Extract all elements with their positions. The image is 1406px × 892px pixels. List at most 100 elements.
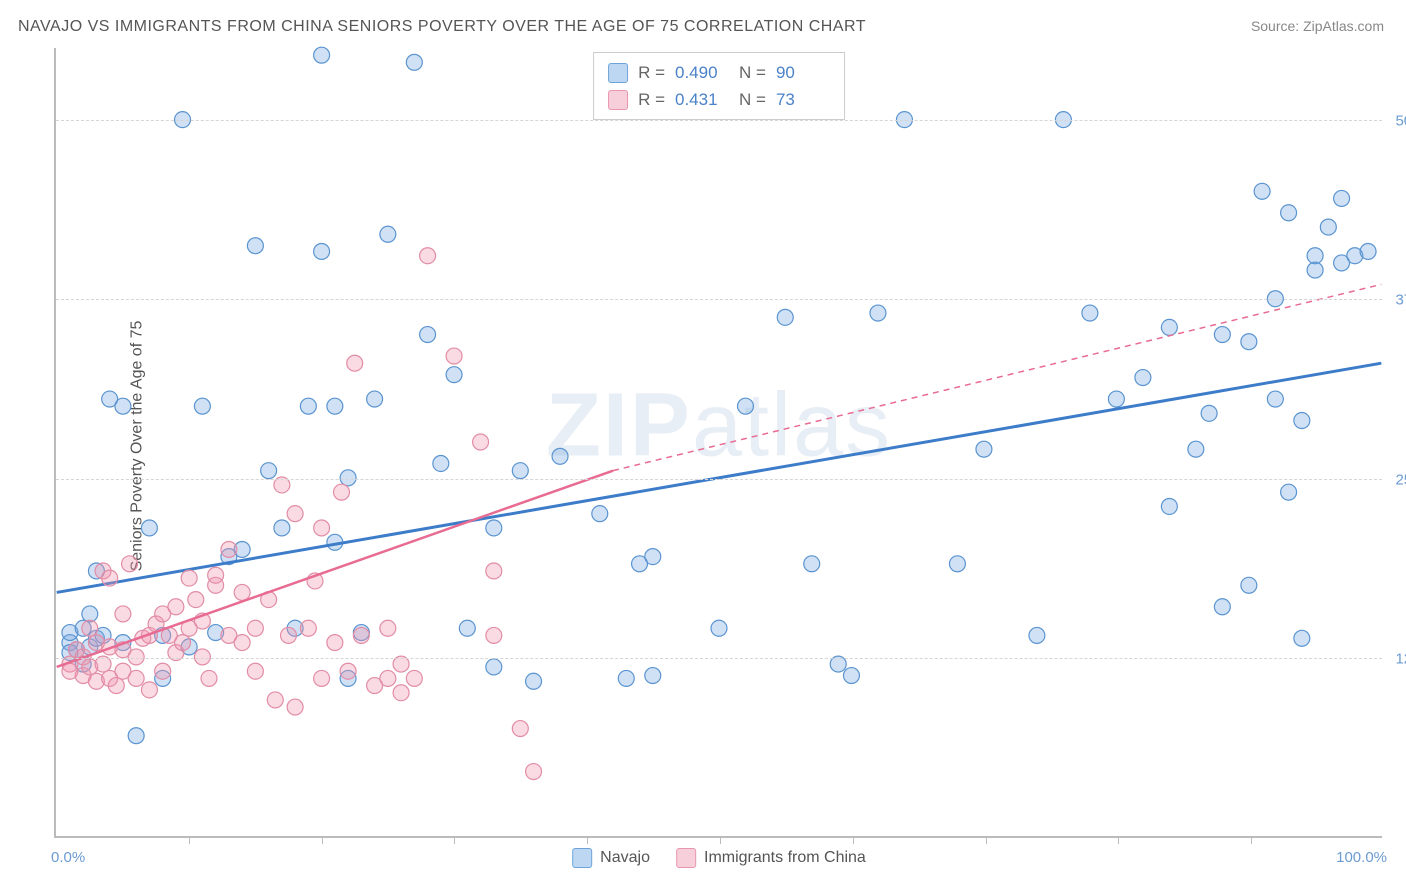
data-point bbox=[433, 456, 449, 472]
data-point bbox=[108, 678, 124, 694]
data-point bbox=[1201, 405, 1217, 421]
data-point bbox=[188, 592, 204, 608]
legend-swatch bbox=[676, 848, 696, 868]
data-point bbox=[804, 556, 820, 572]
gridline-horizontal: 12.5% bbox=[56, 658, 1382, 659]
data-point bbox=[234, 635, 250, 651]
data-point bbox=[247, 238, 263, 254]
trend-line bbox=[613, 284, 1381, 470]
x-axis-max-label: 100.0% bbox=[1336, 849, 1387, 866]
data-point bbox=[843, 668, 859, 684]
gridline-horizontal: 25.0% bbox=[56, 479, 1382, 480]
bottom-legend: Navajo Immigrants from China bbox=[572, 848, 866, 868]
data-point bbox=[446, 367, 462, 383]
data-point bbox=[281, 627, 297, 643]
legend-item: Immigrants from China bbox=[676, 848, 866, 868]
data-point bbox=[380, 620, 396, 636]
legend-swatch bbox=[572, 848, 592, 868]
data-point bbox=[949, 556, 965, 572]
data-point bbox=[353, 627, 369, 643]
data-point bbox=[592, 506, 608, 522]
data-point bbox=[128, 670, 144, 686]
data-point bbox=[128, 728, 144, 744]
data-point bbox=[420, 248, 436, 264]
data-point bbox=[380, 670, 396, 686]
data-point bbox=[1360, 243, 1376, 259]
data-point bbox=[420, 327, 436, 343]
data-point bbox=[287, 699, 303, 715]
data-point bbox=[1214, 599, 1230, 615]
gridline-horizontal: 37.5% bbox=[56, 299, 1382, 300]
data-point bbox=[1029, 627, 1045, 643]
data-point bbox=[327, 398, 343, 414]
data-point bbox=[340, 663, 356, 679]
data-point bbox=[393, 685, 409, 701]
legend-label: Immigrants from China bbox=[704, 849, 866, 867]
chart-title: NAVAJO VS IMMIGRANTS FROM CHINA SENIORS … bbox=[18, 18, 866, 36]
data-point bbox=[333, 484, 349, 500]
data-point bbox=[261, 463, 277, 479]
data-point bbox=[738, 398, 754, 414]
data-point bbox=[300, 398, 316, 414]
data-point bbox=[459, 620, 475, 636]
data-point bbox=[473, 434, 489, 450]
data-point bbox=[221, 541, 237, 557]
data-point bbox=[645, 549, 661, 565]
x-tick bbox=[986, 836, 987, 844]
x-tick bbox=[853, 836, 854, 844]
x-tick bbox=[454, 836, 455, 844]
data-point bbox=[247, 663, 263, 679]
x-tick bbox=[322, 836, 323, 844]
source-attribution: Source: ZipAtlas.com bbox=[1251, 18, 1384, 34]
data-point bbox=[486, 563, 502, 579]
data-point bbox=[115, 398, 131, 414]
data-point bbox=[552, 448, 568, 464]
y-tick-label: 12.5% bbox=[1395, 651, 1406, 668]
data-point bbox=[406, 54, 422, 70]
data-point bbox=[247, 620, 263, 636]
data-point bbox=[1294, 630, 1310, 646]
data-point bbox=[380, 226, 396, 242]
data-point bbox=[155, 663, 171, 679]
data-point bbox=[1307, 262, 1323, 278]
data-point bbox=[512, 721, 528, 737]
data-point bbox=[526, 764, 542, 780]
data-point bbox=[1214, 327, 1230, 343]
data-point bbox=[1307, 248, 1323, 264]
data-point bbox=[314, 243, 330, 259]
data-point bbox=[347, 355, 363, 371]
legend-label: Navajo bbox=[600, 849, 650, 867]
data-point bbox=[314, 47, 330, 63]
data-point bbox=[314, 670, 330, 686]
data-point bbox=[976, 441, 992, 457]
x-tick bbox=[587, 836, 588, 844]
data-point bbox=[175, 635, 191, 651]
data-point bbox=[618, 670, 634, 686]
data-point bbox=[367, 391, 383, 407]
data-point bbox=[512, 463, 528, 479]
data-point bbox=[314, 520, 330, 536]
data-point bbox=[141, 520, 157, 536]
data-point bbox=[1082, 305, 1098, 321]
y-tick-label: 50.0% bbox=[1395, 112, 1406, 129]
data-point bbox=[870, 305, 886, 321]
x-tick bbox=[1118, 836, 1119, 844]
data-point bbox=[267, 692, 283, 708]
data-point bbox=[300, 620, 316, 636]
data-point bbox=[82, 620, 98, 636]
data-point bbox=[711, 620, 727, 636]
data-point bbox=[128, 649, 144, 665]
plot-area: ZIPatlas R = 0.490 N = 90 R = 0.431 N = … bbox=[54, 48, 1382, 838]
plot-svg bbox=[56, 48, 1382, 836]
x-axis-min-label: 0.0% bbox=[51, 849, 85, 866]
data-point bbox=[1241, 334, 1257, 350]
data-point bbox=[1267, 391, 1283, 407]
y-tick-label: 37.5% bbox=[1395, 292, 1406, 309]
data-point bbox=[201, 670, 217, 686]
data-point bbox=[168, 599, 184, 615]
data-point bbox=[1281, 205, 1297, 221]
data-point bbox=[327, 635, 343, 651]
gridline-horizontal: 50.0% bbox=[56, 120, 1382, 121]
data-point bbox=[1320, 219, 1336, 235]
data-point bbox=[287, 506, 303, 522]
